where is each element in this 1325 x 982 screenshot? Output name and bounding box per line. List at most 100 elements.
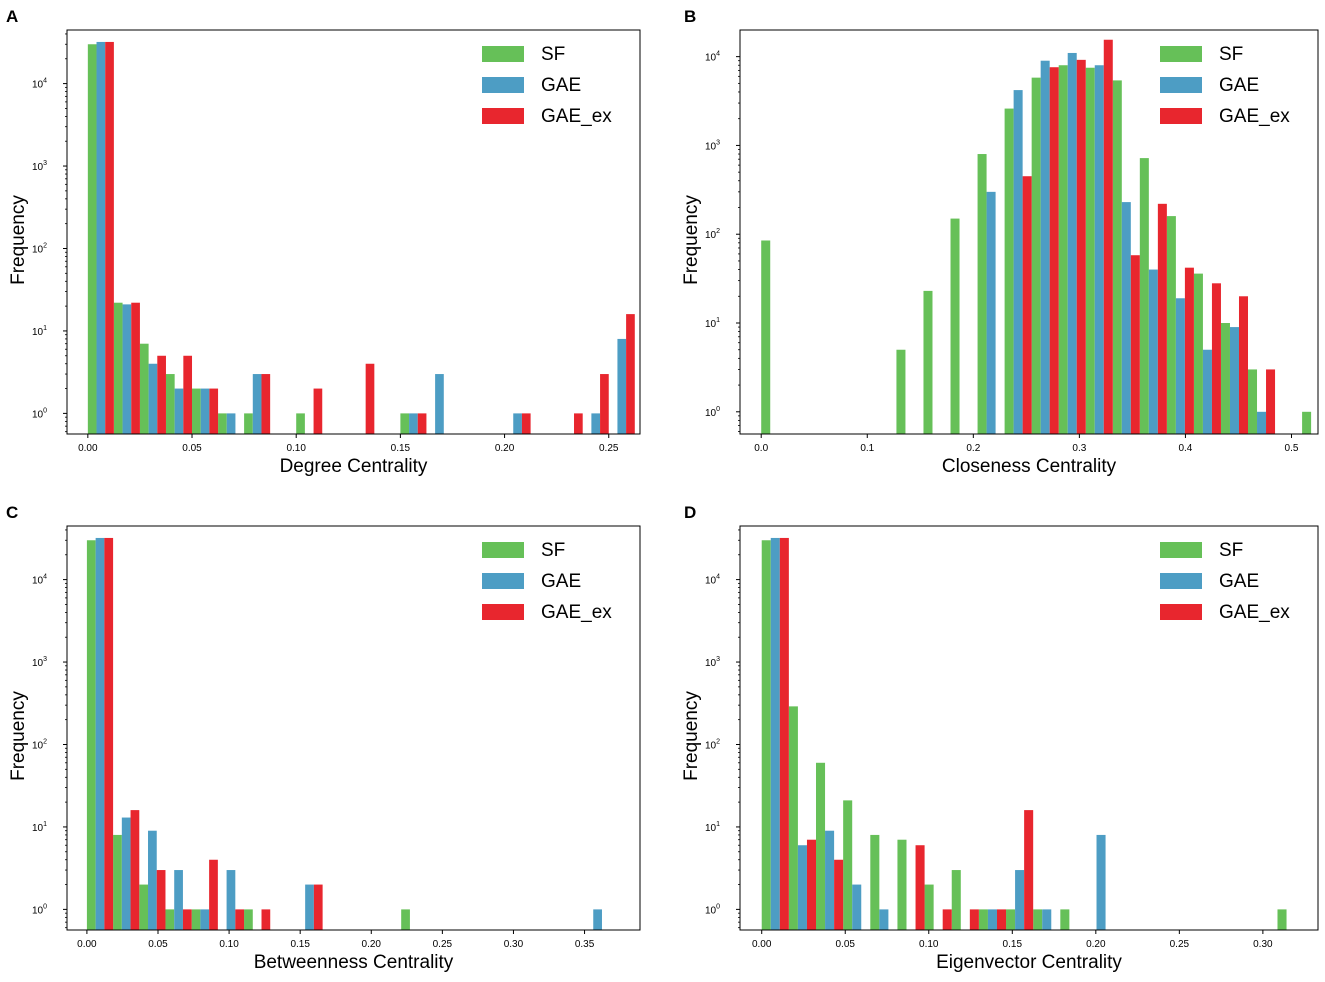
bar-gae-ex [1157,203,1167,434]
bar-sf [1220,323,1230,434]
x-tick-label: 0.05 [836,939,856,950]
y-tick-label: 103 [705,139,720,152]
bar-gae [305,884,314,930]
bar-gae [226,870,236,930]
bar-gae [513,413,522,434]
y-tick-label: 101 [705,821,720,834]
y-tick-label: 104 [705,51,720,64]
y-tick-exponent: 4 [716,51,720,58]
bar-gae-ex [1049,67,1059,435]
legend-label: GAE [1219,75,1259,96]
bar-gae-ex [209,859,218,930]
bar-sf [896,349,906,434]
x-tick-label: 0.4 [1178,443,1192,454]
x-tick-label: 0.20 [495,443,515,454]
x-tick-label: 0.30 [1253,939,1273,950]
bar-gae-ex [806,839,817,930]
legend: SF GAE GAE_ex [1160,540,1290,623]
x-tick-label: 0.15 [1003,939,1023,950]
y-tick-label: 101 [32,821,47,834]
y-tick-exponent: 2 [716,738,720,745]
legend-label: GAE_ex [1219,106,1290,127]
panel-a: A0.00 0.05 0.10 0.15 0.20 0.25100101102103104… [6,7,641,477]
bar-gae-ex [1184,267,1194,434]
bar-sf [1004,108,1014,435]
bar-gae [1015,870,1025,930]
x-tick-label: 0.00 [78,443,98,454]
bar-gae [1229,327,1239,434]
x-tick-label: 0.20 [362,939,382,950]
y-tick-label: 104 [32,78,47,91]
bar-gae-ex [1103,39,1113,434]
bar-gae [986,191,996,434]
bar-gae-ex [915,845,925,930]
legend-label: GAE_ex [541,602,612,623]
legend-swatch-gae [482,77,524,93]
bar-sf [788,706,798,930]
bar-sf [1060,909,1070,930]
y-tick-exponent: 2 [43,738,47,745]
x-tick-label: 0.10 [286,443,306,454]
bar-gae-ex [521,413,531,434]
legend-label: GAE_ex [541,106,612,127]
legend: SF GAE GAE_ex [482,540,612,623]
bar-sf [87,44,97,435]
y-tick-label: 104 [32,574,47,587]
bar-sf [897,839,907,930]
bar-gae-ex [365,363,375,434]
bar-gae-ex [417,413,427,434]
axes-frame [739,525,1319,931]
bar-sf [165,374,175,434]
y-tick-exponent: 3 [716,656,720,663]
legend-label: SF [541,540,565,561]
axes-frame [66,29,641,435]
legend-label: GAE [541,571,581,592]
bar-sf [1166,216,1176,434]
x-tick-label: 0.1 [860,443,874,454]
legend-swatch-sf [482,46,524,62]
bar-gae [121,817,131,930]
bar-sf [1139,158,1149,434]
bar-sf [1277,909,1287,930]
y-tick-exponent: 2 [43,242,47,249]
panel-label: C [6,503,18,522]
bar-sf [950,218,960,434]
bar-gae [1257,411,1267,434]
y-tick-label: 104 [705,574,720,587]
x-tick-label: 0.00 [752,939,772,950]
x-tick-label: 0.10 [219,939,239,950]
bar-sf [923,290,933,434]
y-tick-exponent: 0 [716,406,720,413]
bar-sf [1248,369,1258,434]
bar-sf [1302,411,1312,434]
panel-label: B [684,7,696,26]
bar-sf [1112,80,1122,435]
legend-label: GAE_ex [1219,602,1290,623]
y-tick-label: 100 [705,406,720,419]
bar-gae [852,884,862,930]
bar-gae [1148,269,1158,434]
y-tick-label: 100 [32,903,47,916]
bar-gae [1042,909,1052,930]
bar-gae-ex [996,909,1007,930]
bar-sf [951,870,961,930]
x-axis-label: Betweenness Centrality [254,952,454,973]
y-tick-exponent: 4 [43,574,47,581]
x-tick-label: 0.15 [290,939,310,950]
y-axis-label: Frequency [681,691,702,781]
y-tick-label: 103 [32,160,47,173]
y-tick-exponent: 3 [716,139,720,146]
y-tick-exponent: 0 [716,903,720,910]
bar-gae-ex [105,41,114,434]
x-tick-label: 0.05 [148,939,168,950]
bar-gae-ex [574,413,583,434]
bar-sf [924,884,934,930]
y-tick-exponent: 4 [43,78,47,85]
bar-sf [113,302,123,434]
y-axis-label: Frequency [8,691,29,781]
bar-gae [1175,298,1185,434]
bar-gae [591,413,601,434]
bar-gae-ex [600,374,609,434]
